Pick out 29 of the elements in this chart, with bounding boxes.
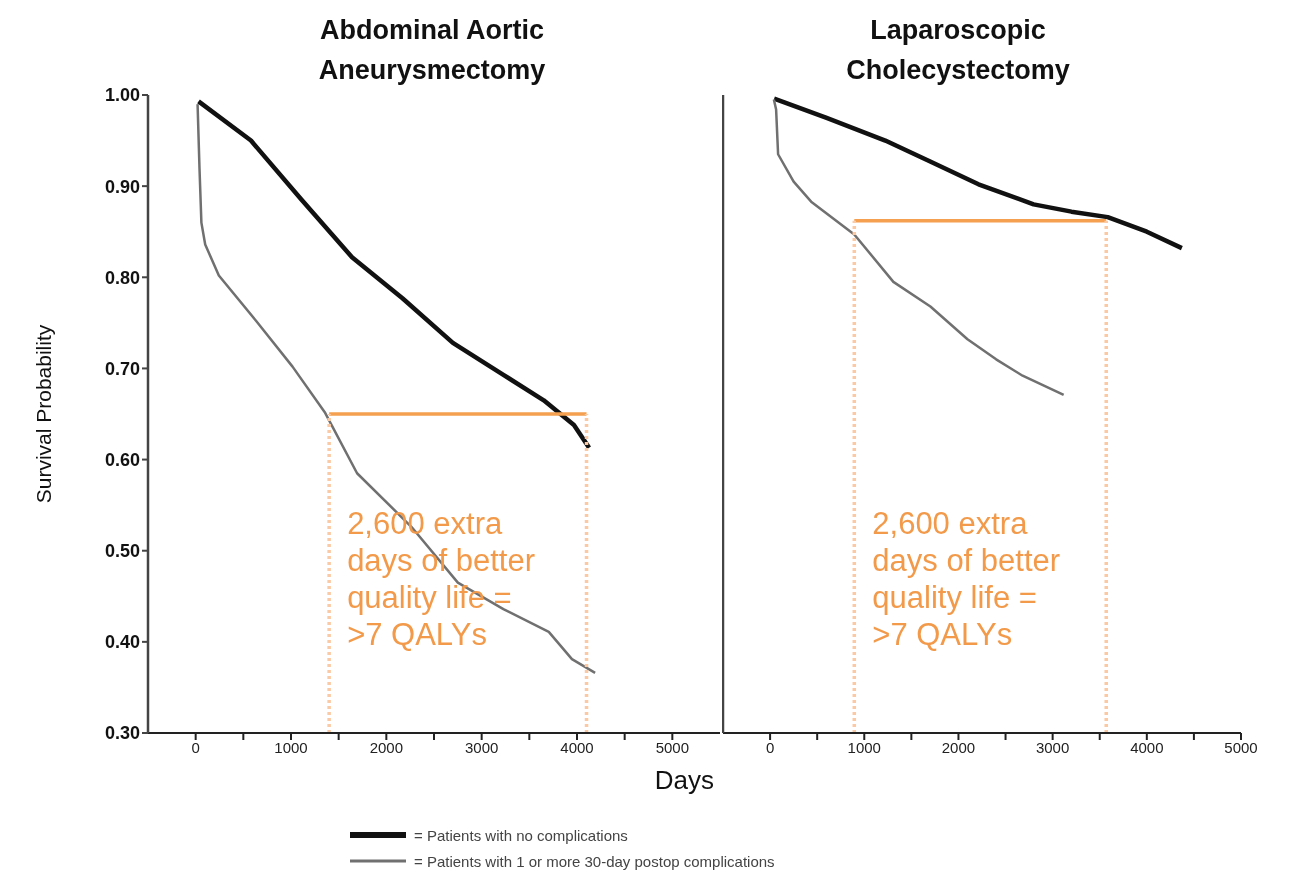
x-tick-label: 0 [191,738,200,756]
annotation: 2,600 extra days of better quality life = >7 QALYs [872,505,1061,653]
x-tick-label: 2000 [369,738,404,756]
y-tick-label: 0.90 [104,176,140,197]
y-tick-label: 0.70 [104,358,140,379]
y-axis-title: Survival Probability [32,324,56,504]
x-tick-label: 5000 [655,738,690,756]
x-tick-label: 0 [765,738,775,756]
y-tick-label: 0.60 [104,449,140,470]
x-axis-title: Days [654,765,714,796]
legend-label: = Patients with 1 or more 30-day postop complications [414,852,775,870]
y-tick-label: 0.40 [104,632,140,653]
x-tick-label: 2000 [941,738,976,756]
chart-title: Laparoscopic Cholecystectomy [845,14,1071,87]
y-tick-label: 0.30 [104,723,140,744]
chart-title: Abdominal Aortic Aneurysmectomy [317,14,547,87]
y-tick-label: 1.00 [104,85,140,106]
x-tick-label: 1000 [274,738,308,756]
x-tick-label: 3000 [1035,738,1070,756]
legend-label: = Patients with no complications [414,826,628,844]
x-tick-label: 1000 [847,738,881,756]
y-tick-label: 0.50 [104,541,140,562]
x-tick-label: 4000 [1130,738,1164,756]
line-series [196,102,597,675]
x-tick-label: 4000 [560,738,594,756]
x-tick-label: 5000 [1224,738,1258,756]
x-tick-label: 3000 [464,738,499,756]
line-series [196,99,592,450]
y-tick-label: 0.80 [104,267,140,288]
